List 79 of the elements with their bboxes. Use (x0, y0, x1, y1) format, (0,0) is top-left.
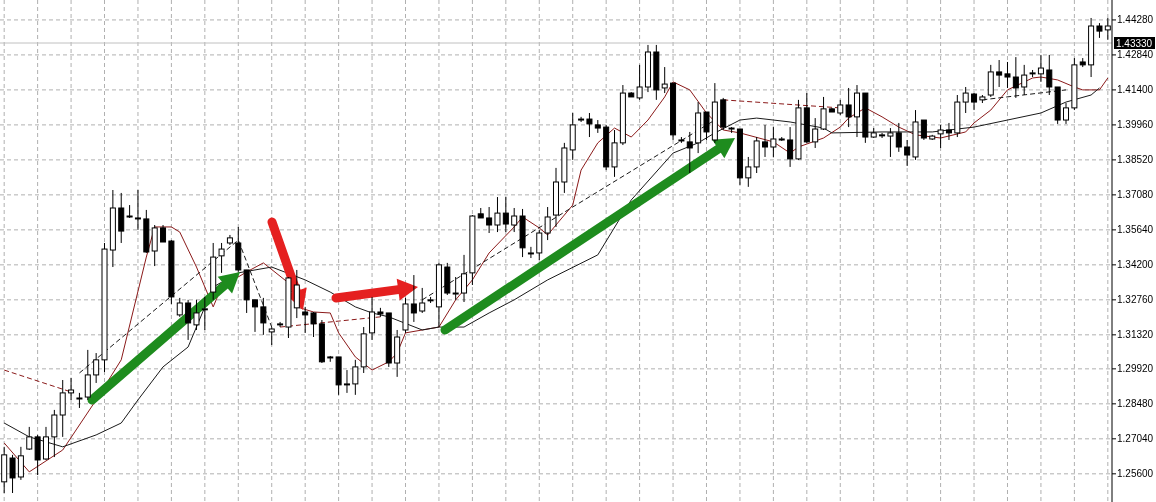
candlestick (293, 269, 300, 319)
candlestick (1012, 56, 1019, 99)
candlestick (511, 207, 518, 233)
candlestick (302, 306, 309, 334)
candlestick (962, 86, 969, 114)
y-tick-label: 1.29920 (1117, 363, 1154, 375)
candlestick (452, 276, 459, 301)
candlestick (185, 299, 192, 341)
candlestick (820, 96, 827, 131)
ref-line-label: 1.43330 (1116, 37, 1153, 49)
candlestick (34, 434, 41, 476)
candlestick (218, 242, 225, 274)
candlestick (343, 369, 350, 394)
candlestick (419, 287, 426, 314)
candlestick (527, 246, 534, 259)
candlestick (770, 126, 777, 158)
candlestick (1063, 102, 1070, 125)
candlestick (987, 64, 994, 98)
candlestick (586, 112, 593, 138)
candlestick (59, 379, 66, 438)
candlestick (544, 206, 551, 241)
candlestick (812, 117, 819, 149)
candlestick (201, 296, 208, 331)
candlestick (93, 352, 100, 384)
candlestick (636, 64, 643, 101)
candlestick (853, 84, 860, 138)
y-tick-label: 1.35640 (1117, 224, 1154, 236)
candlestick (1004, 61, 1011, 89)
y-tick-label: 1.41400 (1117, 84, 1154, 96)
candlestick (945, 122, 952, 141)
candlestick (151, 224, 158, 267)
y-tick-label: 1.38520 (1117, 154, 1154, 166)
candlestick (703, 111, 710, 141)
candlestick (887, 127, 894, 158)
y-tick-label: 1.32760 (1117, 294, 1154, 306)
candlestick (84, 349, 91, 401)
candlestick (686, 131, 693, 174)
candlestick (937, 124, 944, 149)
candlestick (260, 297, 267, 336)
y-tick-label: 1.28480 (1117, 398, 1154, 410)
candlestick (310, 311, 317, 338)
y-tick-label: 1.42840 (1117, 49, 1154, 61)
y-tick-label: 1.39960 (1117, 119, 1154, 131)
candlestick (134, 189, 141, 231)
y-tick-label: 1.37080 (1117, 189, 1154, 201)
y-tick-label: 1.27040 (1117, 433, 1154, 445)
candlestick (410, 274, 417, 323)
candlestick (895, 122, 902, 153)
candlestick (1046, 54, 1053, 96)
candlestick (486, 206, 493, 234)
candlestick (461, 254, 468, 303)
candlestick (176, 297, 183, 318)
candlestick (904, 139, 911, 167)
candlestick (745, 156, 752, 188)
candlestick (369, 296, 376, 341)
candlestick (494, 196, 501, 233)
candlestick (502, 196, 509, 233)
candlestick (352, 359, 359, 396)
candlestick (9, 454, 16, 494)
candlestick (68, 377, 75, 401)
candlestick (787, 126, 794, 168)
candlestick (42, 426, 49, 461)
candlestick (118, 192, 125, 244)
candlestick (536, 229, 543, 261)
y-tick-label: 1.25600 (1117, 468, 1154, 480)
candlestick (51, 409, 58, 458)
candlestick (252, 299, 259, 333)
candlestick (920, 119, 927, 141)
candlestick (1037, 54, 1044, 83)
candlestick (845, 87, 852, 128)
candlestick (661, 66, 668, 94)
candlestick (762, 124, 769, 158)
candlestick (17, 446, 24, 481)
y-tick-label: 1.34200 (1117, 259, 1154, 271)
candlestick (193, 299, 200, 331)
y-tick-label: 1.31320 (1117, 329, 1154, 341)
y-tick-label: 1.44280 (1117, 14, 1154, 26)
candlestick (996, 59, 1003, 88)
candlestick (1021, 64, 1028, 96)
